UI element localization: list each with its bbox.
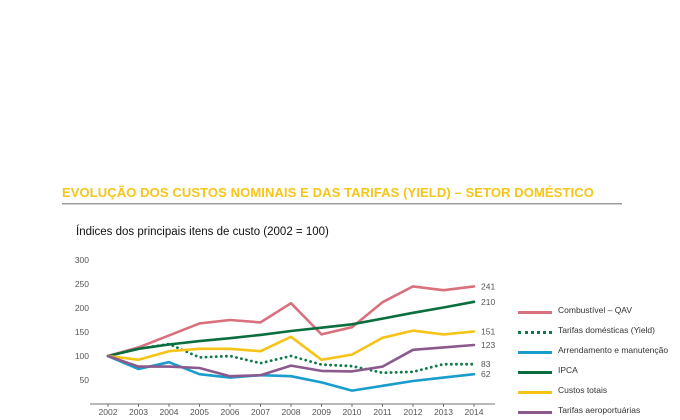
legend-swatch: [518, 391, 552, 394]
legend-swatch: [518, 331, 552, 334]
series-end-label: 62: [481, 369, 491, 379]
y-tick-label: 150: [75, 327, 89, 337]
legend-item: Combustível – QAV: [518, 300, 680, 320]
x-tick-label: 2004: [160, 407, 179, 417]
section-title: EVOLUÇÃO DOS CUSTOS NOMINAIS E DAS TARIF…: [62, 185, 594, 200]
series-end-label: 241: [481, 281, 495, 291]
series-end-label: 151: [481, 327, 495, 337]
series-line: [106, 285, 476, 358]
chart-legend: Combustível – QAV Tarifas domésticas (Yie…: [518, 300, 680, 420]
legend-item: Arrendamento e manutenção: [518, 340, 680, 360]
x-tick-label: 2007: [251, 407, 270, 417]
legend-label: Custos totais: [558, 385, 608, 395]
series-end-label: 210: [481, 297, 495, 307]
x-tick-label: 2011: [373, 407, 392, 417]
legend-swatch: [518, 371, 552, 374]
series-end-label: 123: [481, 340, 495, 350]
x-tick-label: 2005: [190, 407, 209, 417]
series-line: [106, 300, 476, 358]
title-divider: [62, 203, 622, 205]
legend-label: Tarifas aeroportuárias: [558, 405, 641, 415]
y-tick-label: 300: [75, 255, 89, 265]
series-line: [106, 329, 476, 362]
legend-swatch: [518, 351, 552, 354]
series-line: [106, 354, 476, 392]
legend-item: IPCA: [518, 360, 680, 380]
x-tick-label: 2009: [312, 407, 331, 417]
x-tick-label: 2013: [434, 407, 453, 417]
series-line: [106, 343, 476, 378]
legend-swatch: [518, 411, 552, 414]
legend-item: Tarifas aeroportuárias: [518, 400, 680, 420]
legend-label: IPCA: [558, 365, 578, 375]
x-tick-label: 2003: [129, 407, 148, 417]
x-tick-label: 2006: [221, 407, 240, 417]
legend-label: Arrendamento e manutenção: [558, 345, 669, 355]
y-tick-label: 250: [75, 279, 89, 289]
y-tick-label: 100: [75, 351, 89, 361]
x-tick-label: 2008: [282, 407, 301, 417]
y-tick-label: 50: [80, 375, 90, 385]
x-tick-label: 2014: [465, 407, 484, 417]
series-end-label: 83: [481, 359, 491, 369]
x-tick-label: 2012: [404, 407, 423, 417]
legend-label: Combustível – QAV: [558, 305, 633, 315]
chart-title: Índices dos principais itens de custo (2…: [76, 226, 329, 238]
y-tick-label: 200: [75, 303, 89, 313]
legend-item: Custos totais: [518, 380, 680, 400]
legend-swatch: [518, 311, 552, 314]
x-tick-label: 2010: [343, 407, 362, 417]
x-tick-label: 2002: [99, 407, 118, 417]
legend-item: Tarifas domésticas (Yield): [518, 320, 680, 340]
legend-label: Tarifas domésticas (Yield): [558, 325, 655, 335]
